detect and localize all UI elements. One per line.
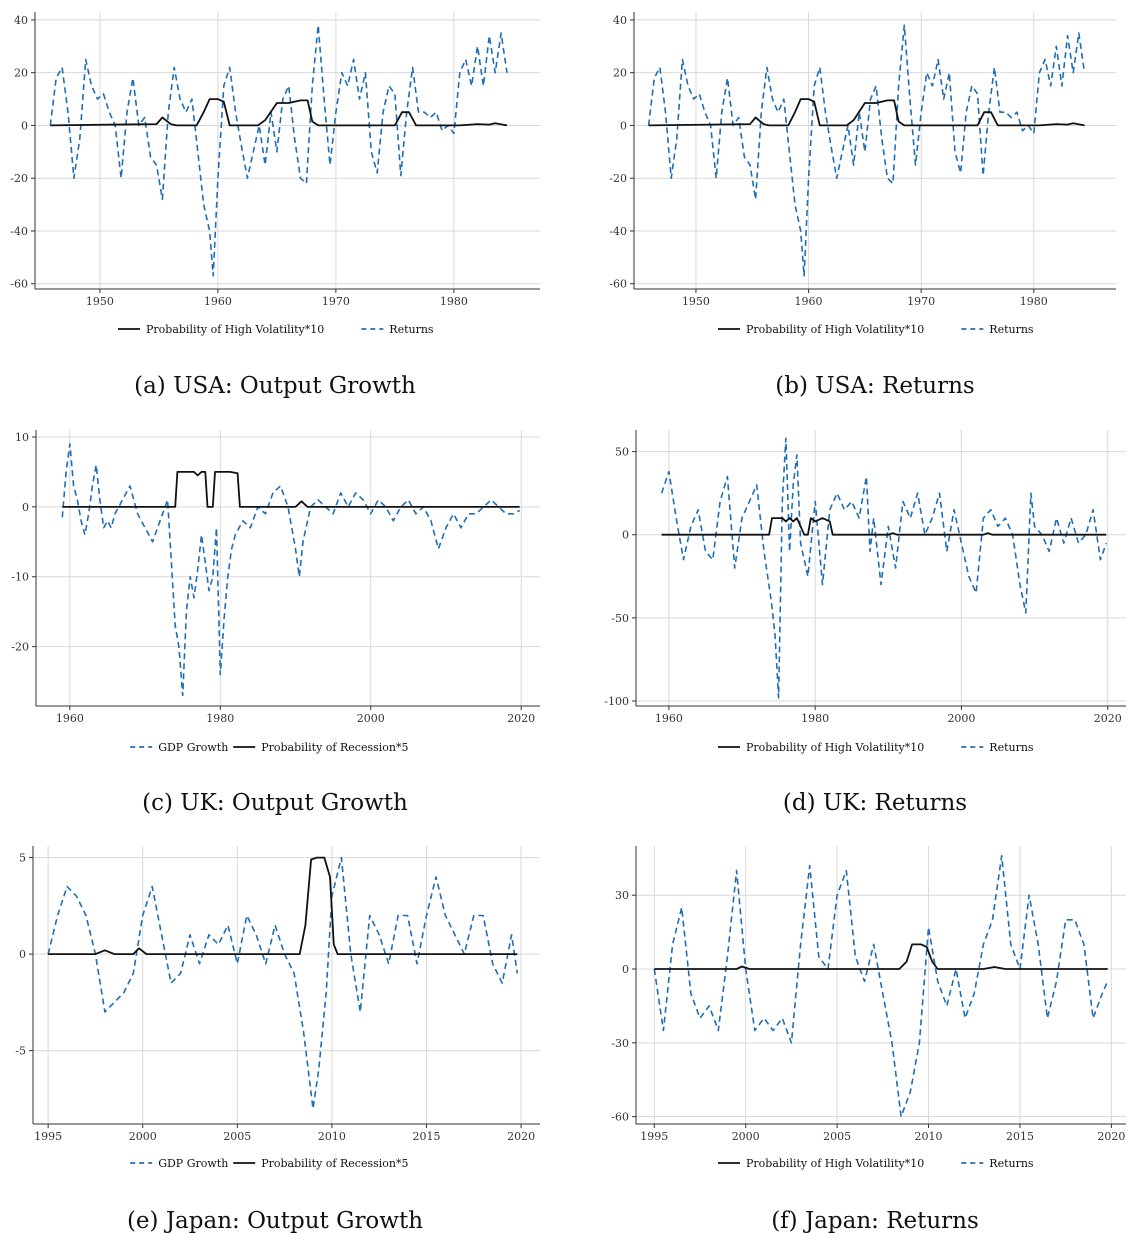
- legend: GDP Growth Probability of Recession*5: [130, 741, 408, 754]
- panel-caption: (a) USA: Output Growth: [134, 373, 416, 399]
- series-line-solid-1: [62, 471, 520, 508]
- x-tick-label: 1970: [322, 295, 350, 308]
- x-tick-label: 2015: [412, 1130, 440, 1143]
- legend-label: Probability of High Volatility*10: [146, 323, 324, 336]
- x-tick-label: 1995: [34, 1130, 62, 1143]
- series-line-solid-1: [648, 98, 1085, 127]
- legend-label: Probability of High Volatility*10: [746, 1157, 924, 1170]
- y-tick-label: 40: [14, 14, 28, 27]
- legend: Probability of High Volatility*10 Returns: [118, 323, 434, 336]
- x-tick-label: 2005: [823, 1130, 851, 1143]
- legend: Probability of High Volatility*10 Returns: [718, 323, 1034, 336]
- legend-label: Probability of Recession*5: [261, 1157, 408, 1170]
- series-line-dashed-0: [653, 855, 1109, 1118]
- y-tick-label: 0: [21, 119, 28, 132]
- x-tick-label: 2000: [129, 1130, 157, 1143]
- x-tick-label: 1960: [56, 712, 84, 725]
- x-tick-label: 2010: [318, 1130, 346, 1143]
- x-tick-label: 2015: [1006, 1130, 1034, 1143]
- panel-caption: (b) USA: Returns: [775, 373, 974, 399]
- panel-caption: (f) Japan: Returns: [771, 1208, 979, 1233]
- x-tick-label: 2010: [915, 1130, 943, 1143]
- x-tick-label: 1980: [206, 712, 234, 725]
- x-tick-label: 2020: [507, 1130, 535, 1143]
- x-tick-label: 2000: [732, 1130, 760, 1143]
- legend-label: Returns: [989, 323, 1034, 336]
- x-tick-label: 2005: [223, 1130, 251, 1143]
- x-tick-label: 1995: [640, 1130, 668, 1143]
- y-tick-label: -20: [11, 641, 29, 654]
- legend-label: Returns: [389, 323, 434, 336]
- x-tick-label: 2000: [357, 712, 385, 725]
- y-tick-label: 20: [613, 67, 627, 80]
- y-tick-label: 50: [615, 446, 629, 459]
- series-line-dashed-0: [647, 24, 1086, 277]
- series-line-solid-1: [654, 943, 1108, 970]
- chart-panel-e: -5 0 5 1995 2000 2005 2010 2015 2020 GDP Growth Pr…: [15, 846, 540, 1233]
- y-tick-label: 30: [615, 889, 629, 902]
- y-tick-label: -100: [604, 695, 629, 708]
- x-tick-label: 2020: [1097, 1130, 1125, 1143]
- x-tick-label: 2020: [1094, 712, 1122, 725]
- y-tick-label: 0: [620, 119, 627, 132]
- legend: GDP Growth Probability of Recession*5: [130, 1157, 408, 1170]
- y-tick-label: -30: [611, 1037, 629, 1050]
- x-tick-label: 1960: [204, 295, 232, 308]
- y-tick-label: -50: [611, 612, 629, 625]
- panel-caption: (c) UK: Output Growth: [142, 790, 408, 816]
- series-line-solid-1: [50, 98, 508, 127]
- legend-label: Probability of High Volatility*10: [746, 323, 924, 336]
- chart-panel-f: -60 -30 0 30 1995 2000 2005 2010 2015 2020 Probabi…: [611, 846, 1126, 1233]
- x-tick-label: 1950: [682, 295, 710, 308]
- x-tick-label: 1980: [801, 712, 829, 725]
- y-tick-label: 40: [613, 14, 627, 27]
- chart-panel-b: -60 -40 -20 0 20 40 1950 1960 1970 1980 Probabilit…: [609, 12, 1116, 399]
- x-tick-label: 1950: [86, 295, 114, 308]
- x-tick-label: 1970: [907, 295, 935, 308]
- y-tick-label: -20: [609, 172, 627, 185]
- y-tick-label: 5: [19, 852, 26, 865]
- y-tick-label: -60: [609, 278, 627, 291]
- y-tick-label: -40: [10, 225, 28, 238]
- legend-label: Returns: [989, 741, 1034, 754]
- x-tick-label: 1980: [440, 295, 468, 308]
- chart-panel-d: -100 -50 0 50 1960 1980 2000 2020 Probability of…: [604, 430, 1126, 816]
- series-line-dashed-0: [660, 437, 1108, 699]
- legend-label: GDP Growth: [158, 741, 228, 754]
- series-line-dashed-0: [47, 856, 519, 1110]
- panel-caption: (d) UK: Returns: [783, 790, 967, 816]
- y-tick-label: 0: [19, 948, 26, 961]
- series-line-solid-1: [661, 517, 1107, 536]
- chart-panel-c: -20 -10 0 10 1960 1980 2000 2020 GDP Growth Proba…: [11, 430, 540, 816]
- y-tick-label: -5: [15, 1045, 26, 1058]
- x-tick-label: 1980: [1020, 295, 1048, 308]
- series-line-dashed-0: [49, 24, 508, 277]
- panel-caption: (e) Japan: Output Growth: [127, 1208, 423, 1233]
- x-tick-label: 1960: [795, 295, 823, 308]
- y-tick-label: -40: [609, 225, 627, 238]
- series-line-solid-1: [48, 856, 518, 955]
- x-tick-label: 2020: [507, 712, 535, 725]
- x-tick-label: 2000: [947, 712, 975, 725]
- y-tick-label: 0: [622, 963, 629, 976]
- legend-label: Probability of High Volatility*10: [746, 741, 924, 754]
- x-tick-label: 1960: [655, 712, 683, 725]
- y-tick-label: -60: [10, 278, 28, 291]
- legend: Probability of High Volatility*10 Returns: [718, 1157, 1034, 1170]
- y-tick-label: 0: [622, 529, 629, 542]
- y-tick-label: -10: [11, 571, 29, 584]
- legend-label: GDP Growth: [158, 1157, 228, 1170]
- y-tick-label: 20: [14, 67, 28, 80]
- y-tick-label: 10: [15, 431, 29, 444]
- legend: Probability of High Volatility*10 Returns: [718, 741, 1034, 754]
- legend-label: Returns: [989, 1157, 1034, 1170]
- y-tick-label: 0: [22, 501, 29, 514]
- y-tick-label: -20: [10, 172, 28, 185]
- y-tick-label: -60: [611, 1111, 629, 1124]
- chart-panel-a: -60 -40 -20 0 20 40 1950 1960 1970 1980 Probabilit…: [10, 12, 540, 399]
- legend-label: Probability of Recession*5: [261, 741, 408, 754]
